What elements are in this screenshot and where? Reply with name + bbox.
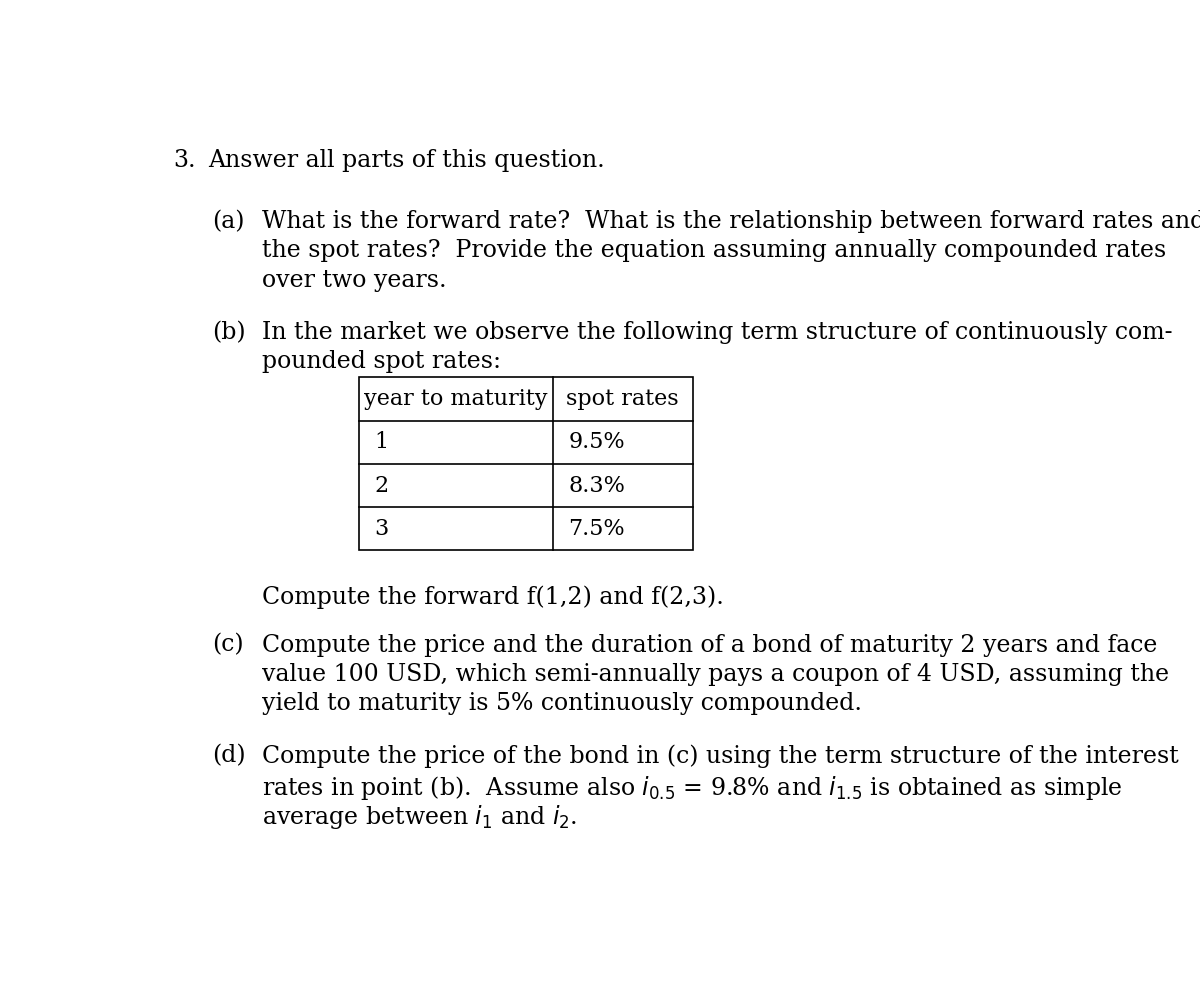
Text: average between $i_1$ and $i_2$.: average between $i_1$ and $i_2$. bbox=[263, 803, 577, 831]
Text: value 100 USD, which semi-annually pays a coupon of 4 USD, assuming the: value 100 USD, which semi-annually pays … bbox=[263, 663, 1170, 686]
Text: spot rates: spot rates bbox=[566, 388, 679, 410]
Text: In the market we observe the following term structure of continuously com-: In the market we observe the following t… bbox=[263, 321, 1172, 344]
Text: (b): (b) bbox=[212, 321, 246, 344]
Text: rates in point (b).  Assume also $i_{0.5}$ = 9.8% and $i_{1.5}$ is obtained as s: rates in point (b). Assume also $i_{0.5}… bbox=[263, 773, 1123, 802]
Bar bbox=[359, 378, 692, 551]
Text: Answer all parts of this question.: Answer all parts of this question. bbox=[208, 148, 605, 172]
Text: (d): (d) bbox=[212, 745, 246, 767]
Text: (a): (a) bbox=[212, 210, 245, 234]
Text: What is the forward rate?  What is the relationship between forward rates and: What is the forward rate? What is the re… bbox=[263, 210, 1200, 234]
Text: the spot rates?  Provide the equation assuming annually compounded rates: the spot rates? Provide the equation ass… bbox=[263, 240, 1166, 262]
Text: yield to maturity is 5% continuously compounded.: yield to maturity is 5% continuously com… bbox=[263, 692, 863, 715]
Text: Compute the price of the bond in (c) using the term structure of the interest: Compute the price of the bond in (c) usi… bbox=[263, 745, 1180, 768]
Text: (c): (c) bbox=[212, 633, 244, 657]
Text: pounded spot rates:: pounded spot rates: bbox=[263, 350, 502, 374]
Text: 1: 1 bbox=[374, 431, 389, 453]
Text: Compute the price and the duration of a bond of maturity 2 years and face: Compute the price and the duration of a … bbox=[263, 633, 1158, 657]
Text: 9.5%: 9.5% bbox=[569, 431, 625, 453]
Text: Compute the forward f(1,2) and f(2,3).: Compute the forward f(1,2) and f(2,3). bbox=[263, 585, 725, 608]
Text: 3.: 3. bbox=[173, 148, 196, 172]
Text: 3: 3 bbox=[374, 518, 389, 540]
Text: 2: 2 bbox=[374, 474, 389, 497]
Text: over two years.: over two years. bbox=[263, 268, 446, 291]
Text: year to maturity: year to maturity bbox=[365, 388, 548, 410]
Text: 7.5%: 7.5% bbox=[569, 518, 625, 540]
Text: 8.3%: 8.3% bbox=[569, 474, 625, 497]
